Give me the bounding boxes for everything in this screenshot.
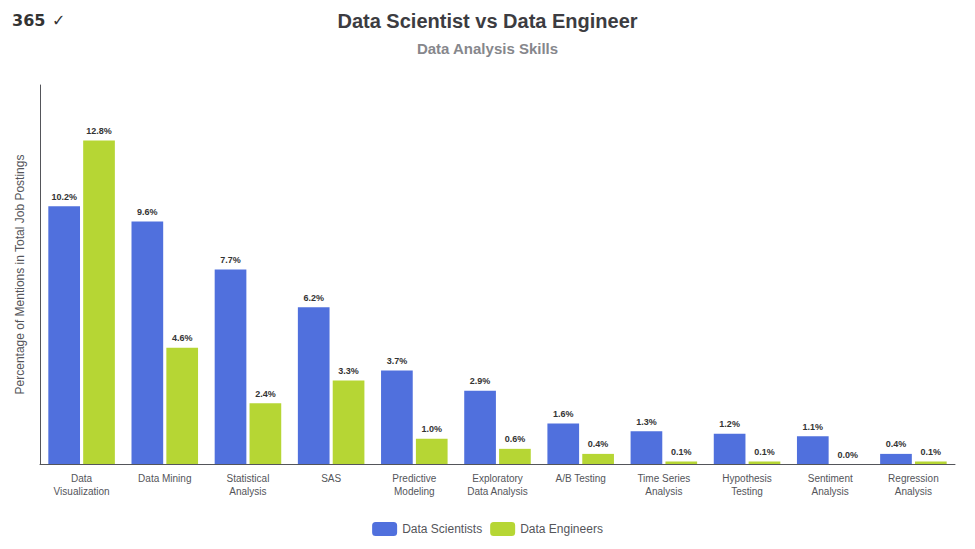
svg-text:2.9%: 2.9% bbox=[470, 376, 491, 386]
svg-text:10.2%: 10.2% bbox=[51, 192, 77, 202]
svg-text:Visualization: Visualization bbox=[54, 486, 110, 497]
svg-text:Hypothesis: Hypothesis bbox=[722, 473, 771, 484]
svg-text:0.0%: 0.0% bbox=[837, 450, 858, 460]
svg-text:Analysis: Analysis bbox=[812, 486, 849, 497]
svg-text:A/B Testing: A/B Testing bbox=[555, 473, 605, 484]
svg-text:Data Analysis Skills: Data Analysis Skills bbox=[417, 40, 558, 57]
svg-text:Data Scientist vs Data Enginee: Data Scientist vs Data Engineer bbox=[337, 10, 637, 32]
svg-text:365: 365 bbox=[12, 11, 45, 30]
svg-text:Testing: Testing bbox=[731, 486, 763, 497]
svg-text:1.2%: 1.2% bbox=[719, 419, 740, 429]
svg-text:SAS: SAS bbox=[321, 473, 341, 484]
svg-text:1.6%: 1.6% bbox=[553, 409, 574, 419]
svg-text:Statistical: Statistical bbox=[227, 473, 270, 484]
svg-text:Exploratory: Exploratory bbox=[472, 473, 523, 484]
svg-text:✓: ✓ bbox=[52, 11, 65, 30]
svg-text:0.4%: 0.4% bbox=[588, 439, 609, 449]
svg-text:3.7%: 3.7% bbox=[387, 356, 408, 366]
svg-text:Modeling: Modeling bbox=[394, 486, 435, 497]
svg-text:Regression: Regression bbox=[888, 473, 939, 484]
svg-text:4.6%: 4.6% bbox=[172, 333, 193, 343]
svg-text:Analysis: Analysis bbox=[229, 486, 266, 497]
svg-text:Data Engineers: Data Engineers bbox=[520, 522, 603, 536]
svg-text:9.6%: 9.6% bbox=[137, 207, 158, 217]
svg-text:Data Scientists: Data Scientists bbox=[402, 522, 482, 536]
svg-text:1.3%: 1.3% bbox=[636, 417, 657, 427]
svg-text:Analysis: Analysis bbox=[895, 486, 932, 497]
svg-text:Percentage of Mentions in Tota: Percentage of Mentions in Total Job Post… bbox=[13, 155, 27, 395]
svg-text:0.1%: 0.1% bbox=[754, 447, 775, 457]
svg-text:Data Analysis: Data Analysis bbox=[467, 486, 528, 497]
svg-text:0.4%: 0.4% bbox=[886, 439, 907, 449]
svg-text:6.2%: 6.2% bbox=[303, 293, 324, 303]
svg-text:Time Series: Time Series bbox=[637, 473, 690, 484]
svg-text:Analysis: Analysis bbox=[645, 486, 682, 497]
svg-text:3.3%: 3.3% bbox=[338, 366, 359, 376]
svg-text:0.6%: 0.6% bbox=[505, 434, 526, 444]
svg-text:0.1%: 0.1% bbox=[921, 447, 942, 457]
svg-text:2.4%: 2.4% bbox=[255, 389, 276, 399]
svg-text:Data Mining: Data Mining bbox=[138, 473, 191, 484]
svg-text:Sentiment: Sentiment bbox=[808, 473, 853, 484]
svg-text:1.0%: 1.0% bbox=[421, 424, 442, 434]
svg-text:7.7%: 7.7% bbox=[220, 255, 241, 265]
svg-text:12.8%: 12.8% bbox=[86, 126, 112, 136]
svg-text:Data: Data bbox=[71, 473, 93, 484]
svg-text:1.1%: 1.1% bbox=[803, 422, 824, 432]
svg-text:0.1%: 0.1% bbox=[671, 447, 692, 457]
svg-text:Predictive: Predictive bbox=[392, 473, 436, 484]
